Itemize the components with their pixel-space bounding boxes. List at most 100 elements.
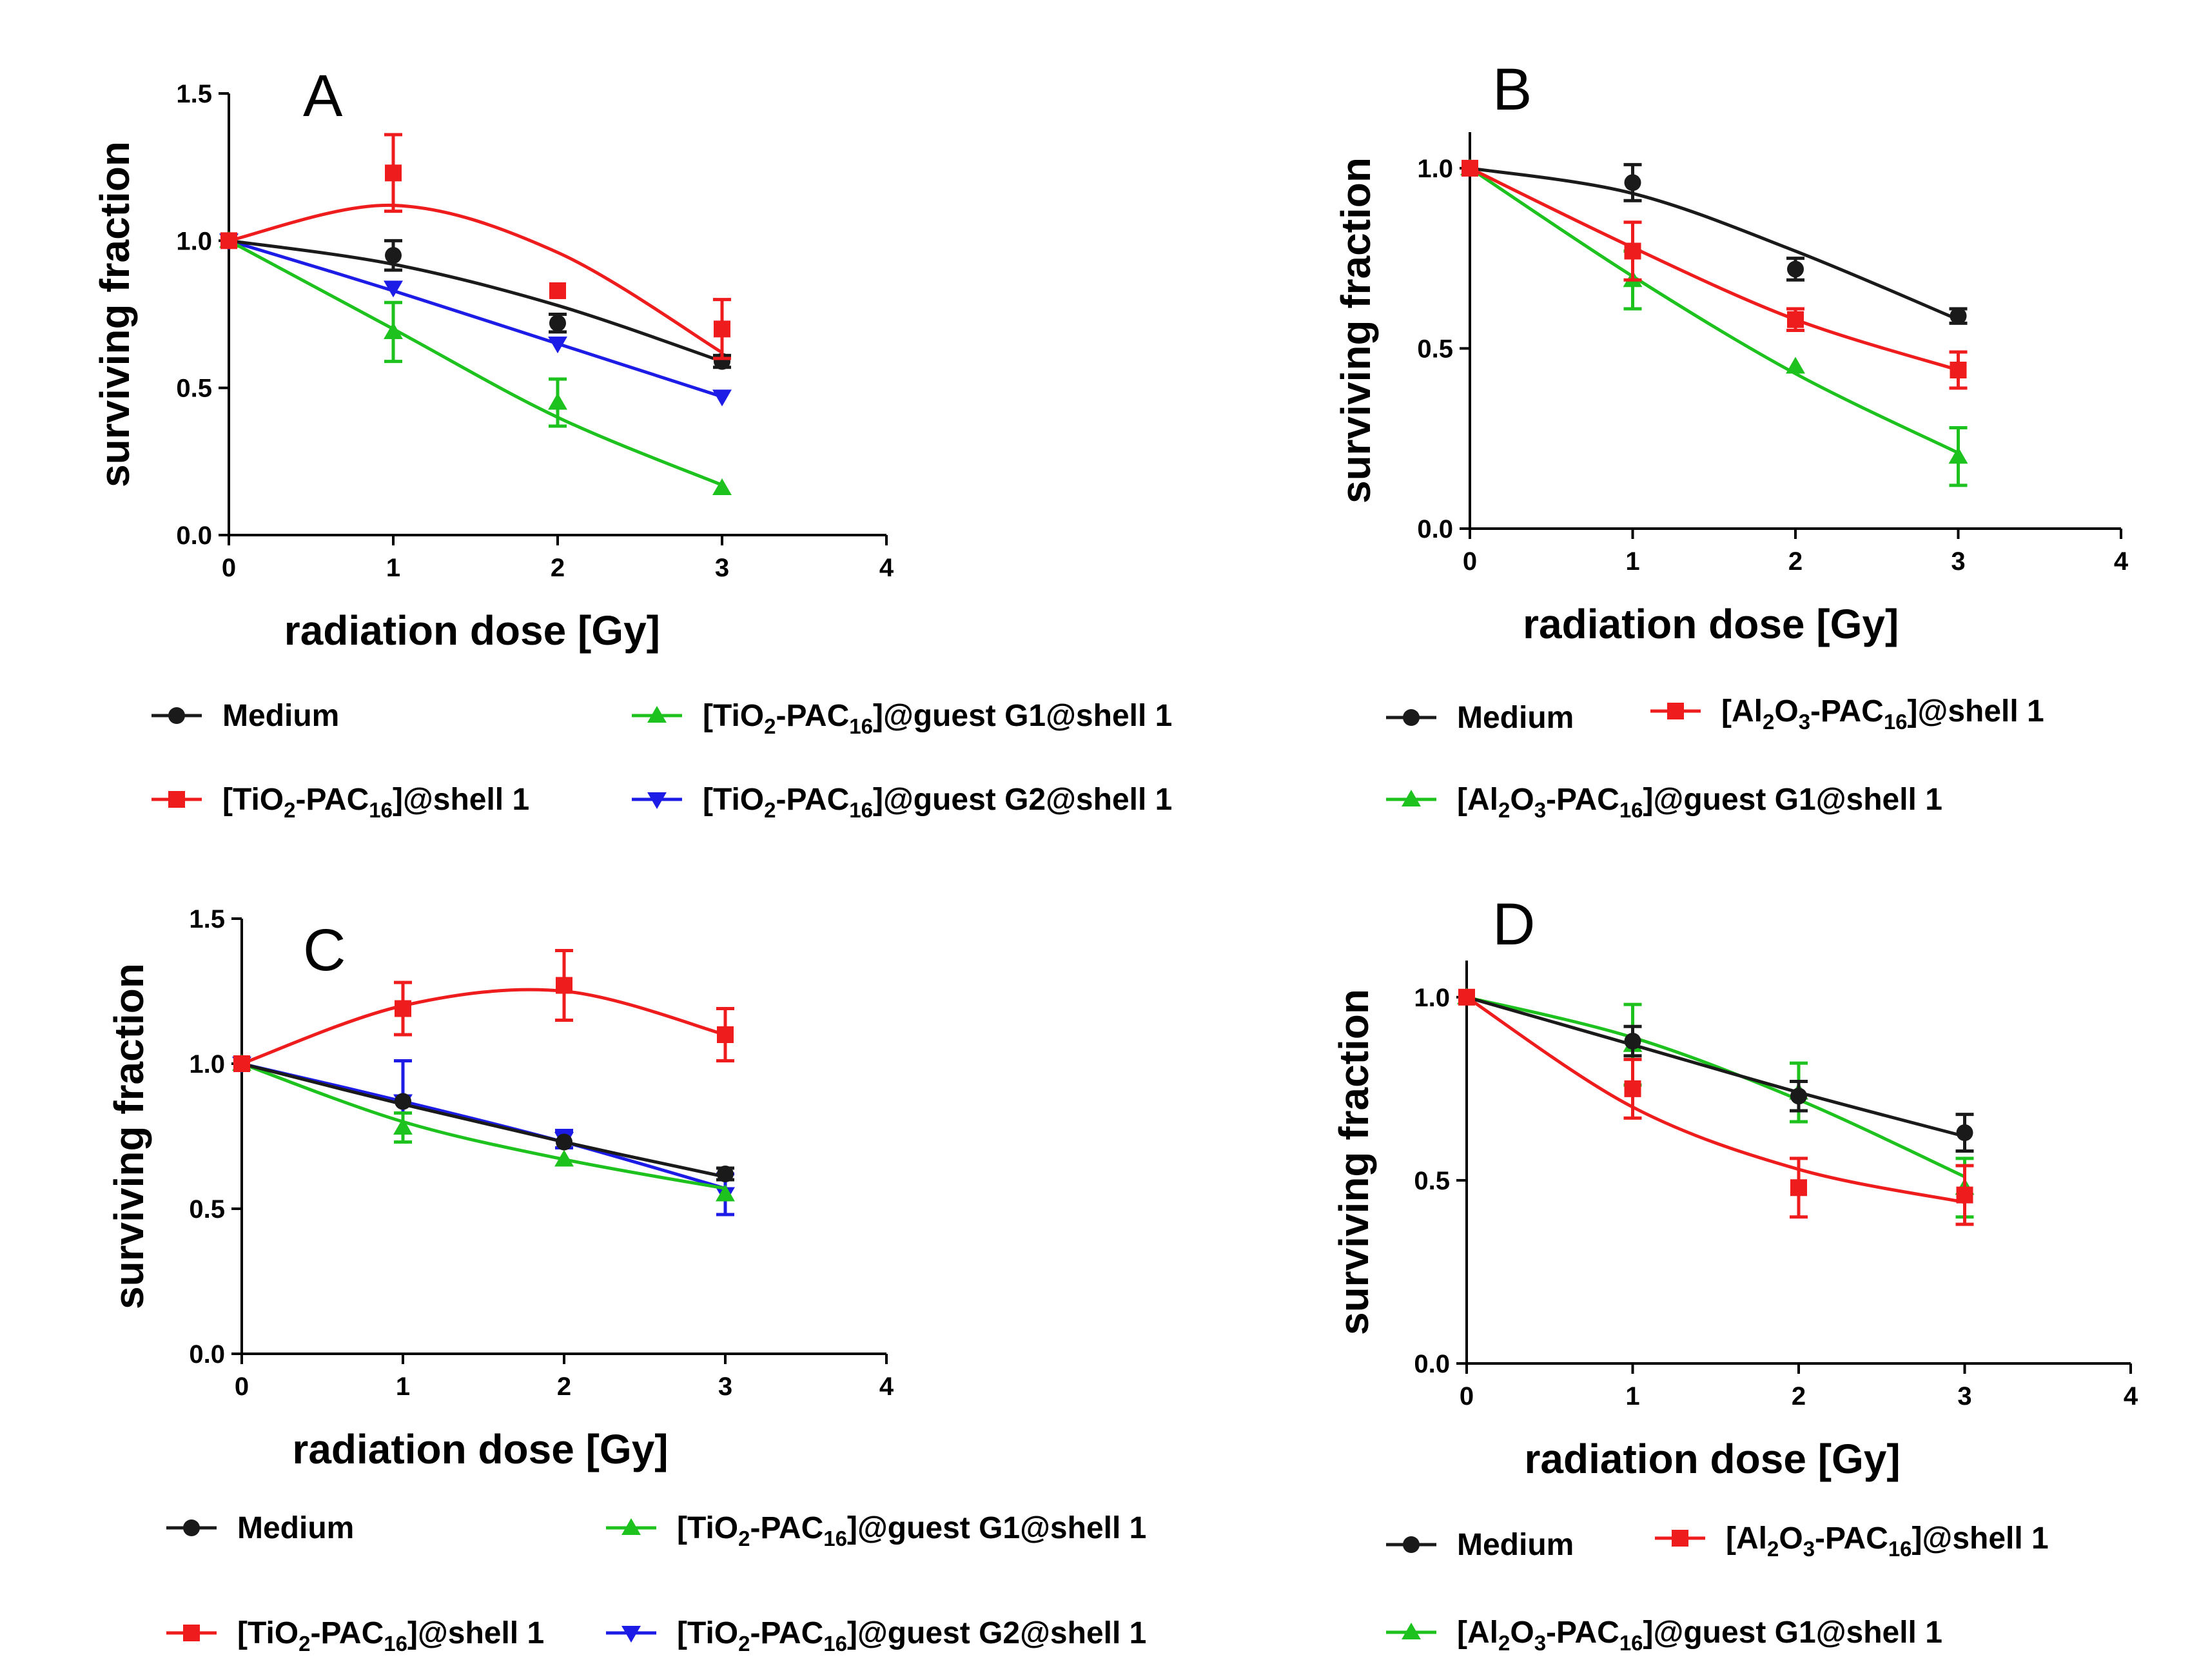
legend-marker [1402,1623,1421,1640]
series-shell1 [220,133,731,360]
legend-entry-g2: [TiO2​-PAC16​]@guest G2@shell 1 [606,1616,1146,1656]
x-tick-label: 0 [235,1372,249,1401]
legend-label: [Al2​O3​-PAC16​]@guest G1@shell 1 [1457,783,1942,822]
fit-curve [228,239,723,487]
legend-entry-g1: [TiO2​-PAC16​]@guest G1@shell 1 [632,699,1172,738]
panel-b: 0 1 2 3 4 0.0 0.5 1.0 radiation dose [Gy] survivi… [1333,57,2129,822]
data-point [220,232,237,249]
data-point [717,1026,734,1043]
series-g1 [219,231,732,495]
y-tick-label: 0.5 [1414,1167,1450,1195]
data-point [554,1149,574,1167]
series-g1 [1457,987,1975,1219]
data-point [385,247,402,264]
fit-curve [228,239,723,363]
data-point [1950,362,1967,378]
legend: Medium [TiO2​-PAC16​]@guest G1@shell 1 [Ti… [152,699,1172,822]
data-point [1462,159,1478,177]
data-point [717,1166,734,1182]
x-tick-label: 0 [222,554,236,582]
x-tick-label: 3 [715,554,729,582]
data-point [1786,357,1805,374]
fit-curve [1469,166,1959,322]
y-tick-label: 1.0 [176,227,212,255]
y-axis-title: surviving fraction [106,963,152,1309]
legend: Medium [Al2​O3​-PAC16​]@shell 1 [Al2​O3​-P… [1386,1521,2049,1655]
data-point [385,164,402,182]
legend-entry-g1: [TiO2​-PAC16​]@guest G1@shell 1 [606,1511,1146,1550]
fit-curve [1469,166,1959,454]
y-tick-label: 1.0 [1414,984,1450,1012]
data-point [1790,1179,1807,1197]
legend-entry-g1: [Al2​O3​-PAC16​]@guest G1@shell 1 [1386,1616,1942,1655]
data-point [1624,242,1641,260]
fit-curve [228,239,723,398]
panel-d: 0 1 2 3 4 0.0 0.5 1.0 radiation dose [Gy] survivi… [1331,892,2138,1655]
data-point [716,1184,735,1202]
x-axis-title: radiation dose [Gy] [284,607,660,654]
data-point [1790,1088,1807,1105]
y-tick-label: 0.0 [189,1340,225,1369]
data-point [556,977,572,994]
panel-label: C [303,917,346,983]
data-point [393,1118,413,1135]
data-point [1948,447,1968,464]
x-axis-title: radiation dose [Gy] [292,1426,668,1472]
series-shell1 [233,949,734,1072]
legend-label: [TiO2​-PAC16​]@guest G2@shell 1 [677,1616,1146,1656]
x-tick-label: 4 [2114,547,2129,576]
legend-marker [1403,1536,1420,1553]
y-tick-label: 1.5 [189,905,225,933]
fit-curve [1466,995,1966,1138]
legend-label: Medium [1457,701,1574,735]
legend-entry-g2: [TiO2​-PAC16​]@guest G2@shell 1 [632,783,1172,822]
legend-marker [1667,703,1684,719]
fit-curve [241,988,726,1066]
series-shell1 [1462,159,1968,390]
legend-marker [168,707,185,724]
legend-label: [TiO2​-PAC16​]@guest G1@shell 1 [703,699,1172,738]
data-point [395,1000,411,1017]
legend-marker [183,1625,200,1641]
data-point [1950,308,1967,325]
x-tick-label: 4 [2124,1382,2138,1411]
y-tick-label: 1.0 [1417,155,1453,183]
data-point [1956,1186,1973,1204]
x-tick-label: 0 [1463,547,1477,576]
x-tick-label: 2 [1788,547,1803,576]
x-tick-label: 1 [396,1372,410,1401]
x-axis-title: radiation dose [Gy] [1523,601,1899,647]
data-point [233,1055,250,1072]
fit-curve [1466,995,1966,1178]
data-point [384,280,403,298]
series-shell1 [1458,988,1974,1226]
data-point [556,1133,572,1151]
legend-label: [TiO2​-PAC16​]@guest G1@shell 1 [677,1511,1146,1550]
legend-marker [621,1625,641,1643]
legend-label: [Al2​O3​-PAC16​]@shell 1 [1721,694,2044,734]
legend-marker [168,791,185,808]
x-tick-label: 4 [879,1372,894,1401]
legend-marker [647,706,667,723]
legend-label: Medium [222,699,339,733]
x-axis-title: radiation dose [Gy] [1525,1436,1901,1482]
x-tick-label: 1 [1625,1382,1639,1411]
data-point [1624,1033,1641,1050]
data-point [1458,988,1475,1006]
legend-marker [647,792,667,809]
legend-label: [Al2​O3​-PAC16​]@guest G1@shell 1 [1457,1616,1942,1655]
data-point [549,315,566,332]
y-tick-label: 0.0 [1414,1350,1450,1378]
legend-entry-medium: Medium [1386,1528,1574,1562]
panel-a: 0 1 2 3 4 0.0 0.5 1.0 1.5 radiation dose [Gy] surv… [92,63,1172,822]
legend-entry-shell1: [TiO2​-PAC16​]@shell 1 [166,1616,544,1656]
legend-entry-medium: Medium [166,1511,354,1545]
x-tick-label: 2 [1792,1382,1806,1411]
legend-marker [183,1519,200,1536]
legend-label: [TiO2​-PAC16​]@guest G2@shell 1 [703,783,1172,822]
data-point [1787,311,1804,328]
legend-label: [TiO2​-PAC16​]@shell 1 [237,1616,544,1656]
data-point [1624,1080,1641,1097]
x-tick-label: 0 [1460,1382,1474,1411]
